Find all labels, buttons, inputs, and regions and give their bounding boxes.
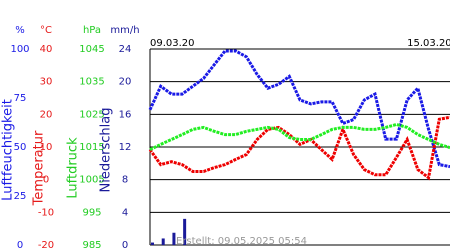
y-tick-label: -10 (38, 207, 54, 218)
y-tick-label: 1005 (79, 175, 104, 186)
y-tick-label: 75 (14, 93, 27, 104)
y-tick-label: 1015 (79, 142, 104, 153)
y-tick-label: 1045 (79, 44, 104, 55)
y-tick-label: 1035 (79, 77, 104, 88)
data-line (148, 49, 450, 169)
axis-unit: mm/h (110, 25, 139, 36)
y-tick-label: 10 (40, 142, 53, 153)
bar (172, 232, 176, 245)
y-tick-label: 40 (40, 44, 53, 55)
y-tick-label: 0 (122, 240, 128, 250)
data-line (149, 122, 450, 151)
x-tick-label: 15.03.20 (407, 38, 450, 49)
y-tick-label: 12 (119, 142, 132, 153)
y-tick-label: 24 (119, 44, 132, 55)
bar (161, 238, 165, 245)
y-tick-label: 50 (14, 142, 27, 153)
axis-unit: hPa (83, 25, 101, 36)
data-line (148, 115, 450, 181)
y-tick-label: 100 (10, 44, 29, 55)
y-tick-label: 20 (40, 109, 53, 120)
y-tick-label: 0 (17, 240, 23, 250)
axis-unit: % (15, 25, 25, 36)
y-tick-label: 0 (43, 175, 49, 186)
y-tick-label: 985 (82, 240, 101, 250)
axis-title: Niederschlag (99, 108, 114, 193)
axis-unit: °C (40, 25, 52, 36)
axis-title: Luftdruck (66, 137, 81, 199)
y-tick-label: 30 (40, 77, 53, 88)
bar (183, 218, 187, 245)
axis-title: Luftfeuchtigkeit (1, 99, 16, 201)
y-tick-label: 1025 (79, 109, 104, 120)
y-tick-label: 20 (119, 77, 132, 88)
bar (151, 242, 154, 245)
y-tick-label: 8 (122, 175, 128, 186)
axis-title: Temperatur (32, 130, 47, 206)
y-tick-label: 995 (82, 207, 101, 218)
created-note: Erstellt: 09.05.2025 05:54 (176, 236, 307, 247)
y-tick-label: 16 (119, 109, 132, 120)
y-tick-label: -20 (38, 240, 54, 250)
x-tick-label: 09.03.20 (150, 38, 195, 49)
y-tick-label: 4 (122, 207, 128, 218)
y-tick-label: 25 (14, 191, 27, 202)
